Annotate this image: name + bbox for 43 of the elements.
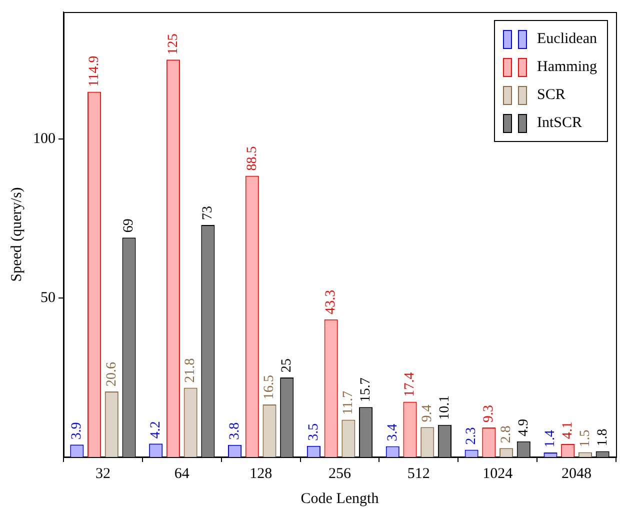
data-label: 11.7 bbox=[341, 390, 356, 415]
legend-label: Euclidean bbox=[537, 30, 597, 48]
data-label: 1.8 bbox=[595, 428, 610, 446]
x-tick-label: 64 bbox=[174, 466, 190, 482]
data-label: 2.8 bbox=[498, 426, 514, 444]
data-label: 3.8 bbox=[227, 422, 242, 440]
data-label: 1.4 bbox=[543, 430, 558, 448]
data-label: 4.2 bbox=[148, 421, 164, 439]
data-label: 15.7 bbox=[358, 378, 374, 402]
data-label: 43.3 bbox=[324, 290, 339, 314]
data-label: 125 bbox=[166, 34, 181, 55]
data-label: 17.4 bbox=[402, 372, 418, 397]
y-tick-label: 100 bbox=[33, 131, 56, 148]
data-label: 20.6 bbox=[104, 362, 120, 387]
data-label: 9.3 bbox=[482, 404, 497, 422]
data-label: 4.1 bbox=[560, 421, 576, 439]
data-label: 9.4 bbox=[420, 404, 436, 422]
data-label: 4.9 bbox=[516, 418, 532, 436]
x-tick-label: 1024 bbox=[482, 466, 514, 482]
data-label: 1.5 bbox=[578, 430, 593, 448]
data-label: 73 bbox=[200, 206, 216, 220]
x-tick-label: 512 bbox=[407, 466, 430, 482]
legend-label: SCR bbox=[537, 86, 566, 104]
data-label: 2.3 bbox=[464, 427, 480, 445]
data-label: 16.5 bbox=[262, 375, 278, 400]
data-label: 3.4 bbox=[385, 424, 400, 442]
legend-label: IntSCR bbox=[537, 114, 582, 132]
data-label: 69 bbox=[122, 218, 137, 233]
data-label: 3.5 bbox=[306, 423, 322, 441]
data-label: 25 bbox=[280, 358, 295, 373]
data-label: 114.9 bbox=[86, 56, 102, 87]
x-tick-label: 2048 bbox=[562, 466, 592, 482]
x-tick-label: 32 bbox=[95, 466, 110, 482]
y-axis-title: Speed (query/s) bbox=[8, 187, 25, 282]
legend-label: Hamming bbox=[537, 58, 597, 76]
data-label: 10.1 bbox=[437, 395, 452, 420]
x-tick-label: 256 bbox=[328, 466, 352, 482]
data-label: 3.9 bbox=[70, 422, 85, 440]
y-tick-label: 50 bbox=[40, 290, 56, 306]
x-tick-label: 128 bbox=[250, 466, 272, 482]
data-label: 21.8 bbox=[183, 358, 198, 383]
x-axis-title: Code Length bbox=[300, 490, 380, 507]
data-label: 88.5 bbox=[244, 146, 260, 171]
